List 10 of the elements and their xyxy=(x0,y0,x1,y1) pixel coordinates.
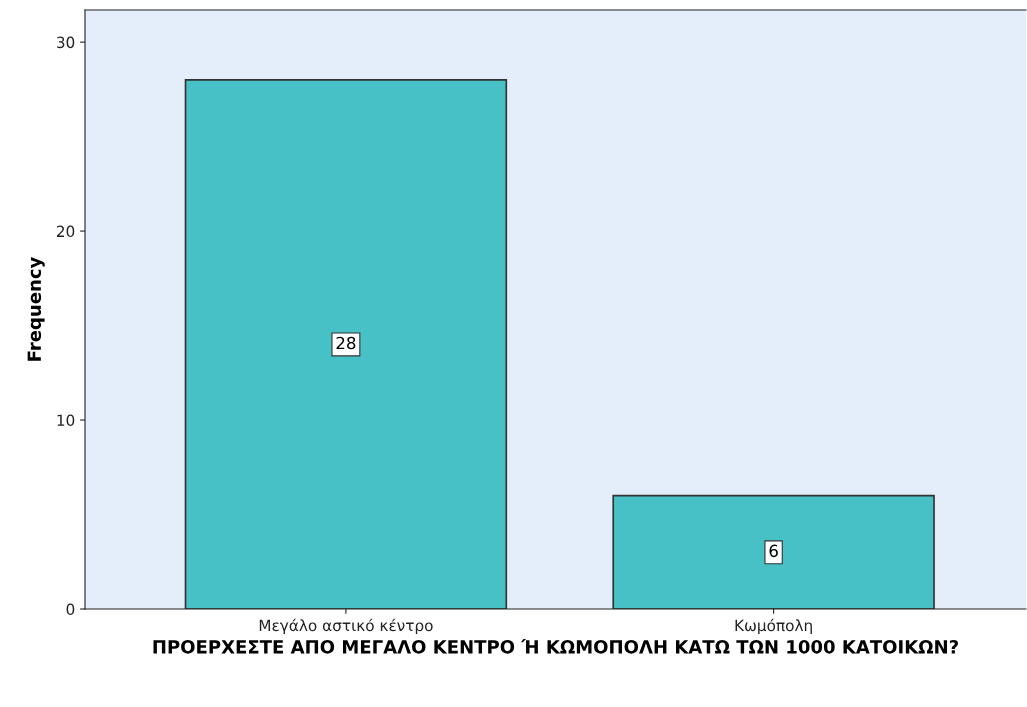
data-label: 28 xyxy=(336,336,356,350)
data-label: 6 xyxy=(769,544,778,558)
y-tick-label: 0 xyxy=(66,603,75,616)
y-tick-label: 30 xyxy=(57,36,75,49)
y-tick-label: 10 xyxy=(57,414,75,427)
y-tick-label: 20 xyxy=(56,225,75,238)
x-tick-label: Μεγάλο αστικό κέντρο xyxy=(259,618,433,635)
x-axis-title: ΠΡΟΕΡΧΕΣΤΕ ΑΠΟ ΜΕΓΑΛΟ ΚΕΝΤΡΟ Ή ΚΩΜΟΠΟΛΗ ΚΑΤΩ ΤΩΝ 1000 ΚΑΤΟΙΚΩΝ? xyxy=(153,638,958,654)
x-tick-label: Κωμόπολη xyxy=(735,618,812,635)
y-axis-title: Frequency xyxy=(27,256,45,361)
